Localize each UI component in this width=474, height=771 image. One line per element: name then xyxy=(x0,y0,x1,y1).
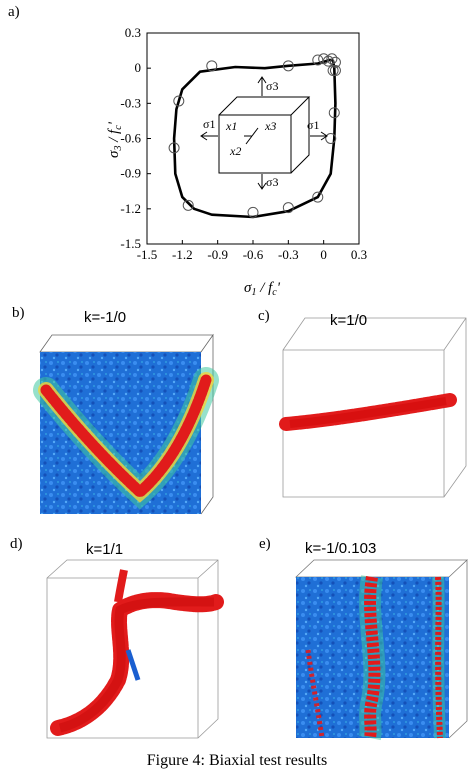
x-tick-label: 0 xyxy=(320,247,327,262)
x-tick-label: 0.3 xyxy=(351,247,367,262)
k-label-d: k=1/1 xyxy=(86,541,124,558)
data-point-marker xyxy=(326,53,338,65)
cube-top-face xyxy=(218,96,311,116)
sigma3-bottom-arrow xyxy=(257,174,267,190)
x3-label: x3 xyxy=(264,119,276,133)
data-point-marker xyxy=(282,202,294,214)
sigma1-right-arrow xyxy=(310,131,328,141)
data-point-marker xyxy=(282,60,294,72)
sigma3-top-label: σ3 xyxy=(266,79,278,93)
y-tick-label: -1.5 xyxy=(120,236,141,251)
k-label-c: k=1/0 xyxy=(330,312,368,329)
x1-label: x1 xyxy=(225,119,237,133)
specimen-d-crack-core xyxy=(58,597,215,733)
panel-label-d: d) xyxy=(10,536,23,552)
y-tick-label: 0 xyxy=(135,60,142,75)
y-tick-label: -0.3 xyxy=(120,95,141,110)
k-label-b: k=-1/0 xyxy=(84,309,127,326)
specimen-d-riser xyxy=(114,569,128,603)
y-tick-label: -0.6 xyxy=(120,131,141,146)
data-point-marker xyxy=(327,65,339,77)
specimen-d-accent xyxy=(125,649,141,681)
sigma3-top-arrow xyxy=(257,76,267,96)
x-tick-label: -1.5 xyxy=(137,247,158,262)
x-axis-ticks: -1.5 -1.2 -0.9 -0.6 -0.3 0 0.3 xyxy=(137,240,367,262)
sigma1-left-label: σ1 xyxy=(203,117,215,131)
data-point-marker xyxy=(173,95,185,107)
data-point-marker xyxy=(168,142,180,154)
x2-label: x2 xyxy=(229,144,241,158)
strength-envelope-curve xyxy=(172,58,337,219)
data-point-marker xyxy=(312,54,324,66)
panel-c-specimen xyxy=(279,317,467,498)
y-tick-label: -0.9 xyxy=(120,166,141,181)
panel-label-a: a) xyxy=(8,4,20,20)
x-tick-label: -1.2 xyxy=(172,247,193,262)
specimen-b-v-band xyxy=(33,367,219,510)
specimen-d-box xyxy=(46,559,219,739)
data-point-marker xyxy=(329,56,341,68)
x-tick-label: -0.3 xyxy=(278,247,299,262)
data-point-marker xyxy=(206,60,218,72)
data-point-marker xyxy=(325,133,337,144)
panel-label-b: b) xyxy=(12,305,25,321)
y-tick-label: 0.3 xyxy=(125,25,141,40)
cube-front-face xyxy=(218,114,292,174)
specimen-e-bands xyxy=(305,575,446,741)
panel-d-specimen xyxy=(46,559,224,739)
data-point-marker xyxy=(247,206,259,218)
sigma3-bottom-label: σ3 xyxy=(266,175,278,189)
plot-frame xyxy=(146,32,360,245)
k-label-e: k=-1/0.103 xyxy=(305,540,377,557)
envelope-plot: -1.5 -1.2 -0.9 -0.6 -0.3 0 0.3 0.3 0 -0.3 -0.6 -0.… xyxy=(106,25,367,298)
panel-label-e: e) xyxy=(259,536,271,552)
x-axis-label: σ1 / fc' xyxy=(244,280,281,298)
loading-cube-inset xyxy=(200,76,328,190)
figure-caption: Figure 4: Biaxial test results xyxy=(146,752,328,769)
x2-axis xyxy=(245,135,253,145)
x-tick-label: -0.6 xyxy=(243,247,264,262)
panel-b-specimen xyxy=(33,333,219,515)
specimen-d-crack-band xyxy=(50,592,224,736)
sigma1-left-arrow xyxy=(200,131,218,141)
experimental-markers xyxy=(168,53,341,218)
panel-e-specimen xyxy=(294,559,469,741)
specimen-c-crack-band-core xyxy=(289,397,447,428)
data-point-marker xyxy=(328,107,340,119)
x3-axis xyxy=(251,127,259,137)
y-tick-label: -1.2 xyxy=(120,201,141,216)
y-axis-label: σ3 / fc' xyxy=(106,121,124,158)
specimen-c-box xyxy=(282,317,467,498)
cube-side-face xyxy=(290,97,310,174)
y-axis-ticks: 0.3 0 -0.3 -0.6 -0.9 -1.2 -1.5 xyxy=(120,25,151,251)
inset-text: σ3 σ3 σ1 σ1 x1 x3 x2 xyxy=(203,79,319,189)
x-tick-label: -0.9 xyxy=(207,247,228,262)
data-point-marker xyxy=(322,55,334,67)
panel-label-c: c) xyxy=(258,308,270,324)
data-point-marker xyxy=(182,199,194,211)
data-point-marker xyxy=(329,65,341,77)
sigma1-right-label: σ1 xyxy=(307,118,319,132)
data-point-marker xyxy=(312,191,324,203)
